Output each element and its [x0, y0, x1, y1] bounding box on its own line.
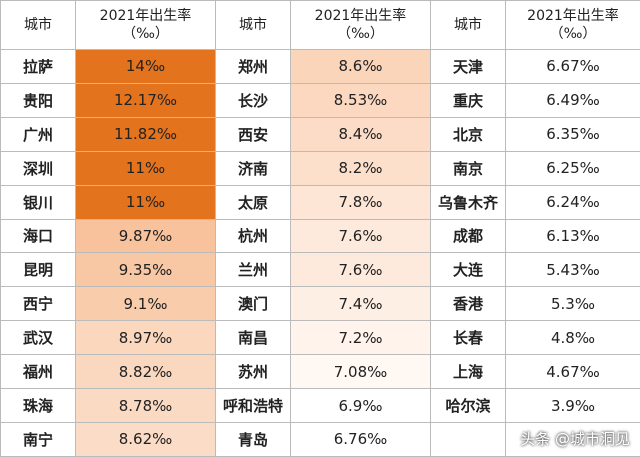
- city-cell: 郑州: [215, 49, 291, 84]
- city-cell: 西宁: [0, 286, 76, 322]
- city-cell: 西安: [215, 116, 291, 152]
- city-cell: 北京: [430, 116, 506, 152]
- rate-cell: 7.6‰: [290, 252, 431, 288]
- city-cell: 大连: [430, 252, 506, 288]
- city-cell: 香港: [430, 286, 506, 322]
- table-row: 海口 9.87‰ 杭州 7.6‰ 成都 6.13‰: [0, 218, 640, 254]
- city-cell: 济南: [215, 150, 291, 186]
- header-cell: 城市: [430, 0, 506, 50]
- table-row: 武汉 8.97‰ 南昌 7.2‰ 长春 4.8‰: [0, 320, 640, 356]
- rate-cell: 5.3‰: [505, 286, 640, 322]
- table-row: 西宁 9.1‰ 澳门 7.4‰ 香港 5.3‰: [0, 286, 640, 322]
- city-cell: 青岛: [215, 421, 291, 457]
- city-cell: 哈尔滨: [430, 388, 506, 423]
- header-cell: 2021年出生率 （‰）: [290, 0, 431, 50]
- watermark: 头条 @城市洞见: [520, 430, 630, 448]
- city-cell: 上海: [430, 354, 506, 390]
- rate-cell: 6.35‰: [505, 116, 640, 152]
- city-cell: 成都: [430, 218, 506, 254]
- rate-cell: 5.43‰: [505, 252, 640, 288]
- city-cell: 呼和浩特: [215, 388, 291, 423]
- city-cell: 重庆: [430, 82, 506, 118]
- city-cell: 澳门: [215, 286, 291, 322]
- rate-cell: 3.9‰: [505, 388, 640, 423]
- rate-cell: 6.25‰: [505, 150, 640, 186]
- city-cell: 天津: [430, 49, 506, 84]
- rate-cell: 6.76‰: [290, 421, 431, 457]
- table-row: 深圳 11‰ 济南 8.2‰ 南京 6.25‰: [0, 150, 640, 186]
- rate-cell: 6.67‰: [505, 49, 640, 84]
- rate-cell: 6.24‰: [505, 184, 640, 220]
- city-cell: 银川: [0, 184, 76, 220]
- rate-cell: 11‰: [75, 184, 216, 220]
- table-row: 银川 11‰ 太原 7.8‰ 乌鲁木齐 6.24‰: [0, 184, 640, 220]
- city-cell: 海口: [0, 218, 76, 254]
- city-cell: 长春: [430, 320, 506, 356]
- rate-cell: 8.97‰: [75, 320, 216, 356]
- city-cell: 太原: [215, 184, 291, 220]
- table-row: 广州 11.82‰ 西安 8.4‰ 北京 6.35‰: [0, 116, 640, 152]
- table-row: 拉萨 14‰ 郑州 8.6‰ 天津 6.67‰: [0, 49, 640, 84]
- rate-cell: 7.8‰: [290, 184, 431, 220]
- city-cell: 南宁: [0, 421, 76, 457]
- rate-cell: 11.82‰: [75, 116, 216, 152]
- city-cell: 武汉: [0, 320, 76, 356]
- header-cell: 城市: [215, 0, 291, 50]
- city-cell: 广州: [0, 116, 76, 152]
- rate-cell: 11‰: [75, 150, 216, 186]
- city-cell: 深圳: [0, 150, 76, 186]
- city-cell: 长沙: [215, 82, 291, 118]
- header-cell: 城市: [0, 0, 76, 50]
- rate-cell: 7.4‰: [290, 286, 431, 322]
- rate-cell: 9.1‰: [75, 286, 216, 322]
- city-cell: 南京: [430, 150, 506, 186]
- rate-cell: 8.2‰: [290, 150, 431, 186]
- city-cell: 珠海: [0, 388, 76, 423]
- table-row: 昆明 9.35‰ 兰州 7.6‰ 大连 5.43‰: [0, 252, 640, 288]
- table-row: 福州 8.82‰ 苏州 7.08‰ 上海 4.67‰: [0, 354, 640, 390]
- city-cell: [430, 421, 506, 457]
- rate-cell: 14‰: [75, 49, 216, 84]
- rate-cell: 4.8‰: [505, 320, 640, 356]
- rate-cell: 6.9‰: [290, 388, 431, 423]
- header-cell: 2021年出生率 （‰）: [505, 0, 640, 50]
- header-row: 城市 2021年出生率 （‰） 城市 2021年出生率 （‰） 城市 2021年出生率 （…: [0, 0, 640, 50]
- rate-cell: [505, 421, 640, 457]
- rate-cell: 7.08‰: [290, 354, 431, 390]
- rate-cell: 8.53‰: [290, 82, 431, 118]
- table-row: 贵阳 12.17‰ 长沙 8.53‰ 重庆 6.49‰: [0, 82, 640, 118]
- city-cell: 福州: [0, 354, 76, 390]
- table-row: 南宁 8.62‰ 青岛 6.76‰: [0, 421, 640, 457]
- rate-cell: 9.87‰: [75, 218, 216, 254]
- city-cell: 杭州: [215, 218, 291, 254]
- rate-cell: 7.2‰: [290, 320, 431, 356]
- city-cell: 南昌: [215, 320, 291, 356]
- city-cell: 苏州: [215, 354, 291, 390]
- rate-cell: 8.78‰: [75, 388, 216, 423]
- rate-cell: 6.49‰: [505, 82, 640, 118]
- rate-cell: 12.17‰: [75, 82, 216, 118]
- rate-cell: 7.6‰: [290, 218, 431, 254]
- city-cell: 昆明: [0, 252, 76, 288]
- rate-cell: 9.35‰: [75, 252, 216, 288]
- city-cell: 乌鲁木齐: [430, 184, 506, 220]
- city-cell: 兰州: [215, 252, 291, 288]
- city-cell: 贵阳: [0, 82, 76, 118]
- rate-cell: 8.6‰: [290, 49, 431, 84]
- city-cell: 拉萨: [0, 49, 76, 84]
- table-row: 珠海 8.78‰ 呼和浩特 6.9‰ 哈尔滨 3.9‰: [0, 388, 640, 423]
- rate-cell: 8.4‰: [290, 116, 431, 152]
- rate-cell: 8.62‰: [75, 421, 216, 457]
- rate-cell: 4.67‰: [505, 354, 640, 390]
- rate-cell: 6.13‰: [505, 218, 640, 254]
- header-cell: 2021年出生率 （‰）: [75, 0, 216, 50]
- rate-cell: 8.82‰: [75, 354, 216, 390]
